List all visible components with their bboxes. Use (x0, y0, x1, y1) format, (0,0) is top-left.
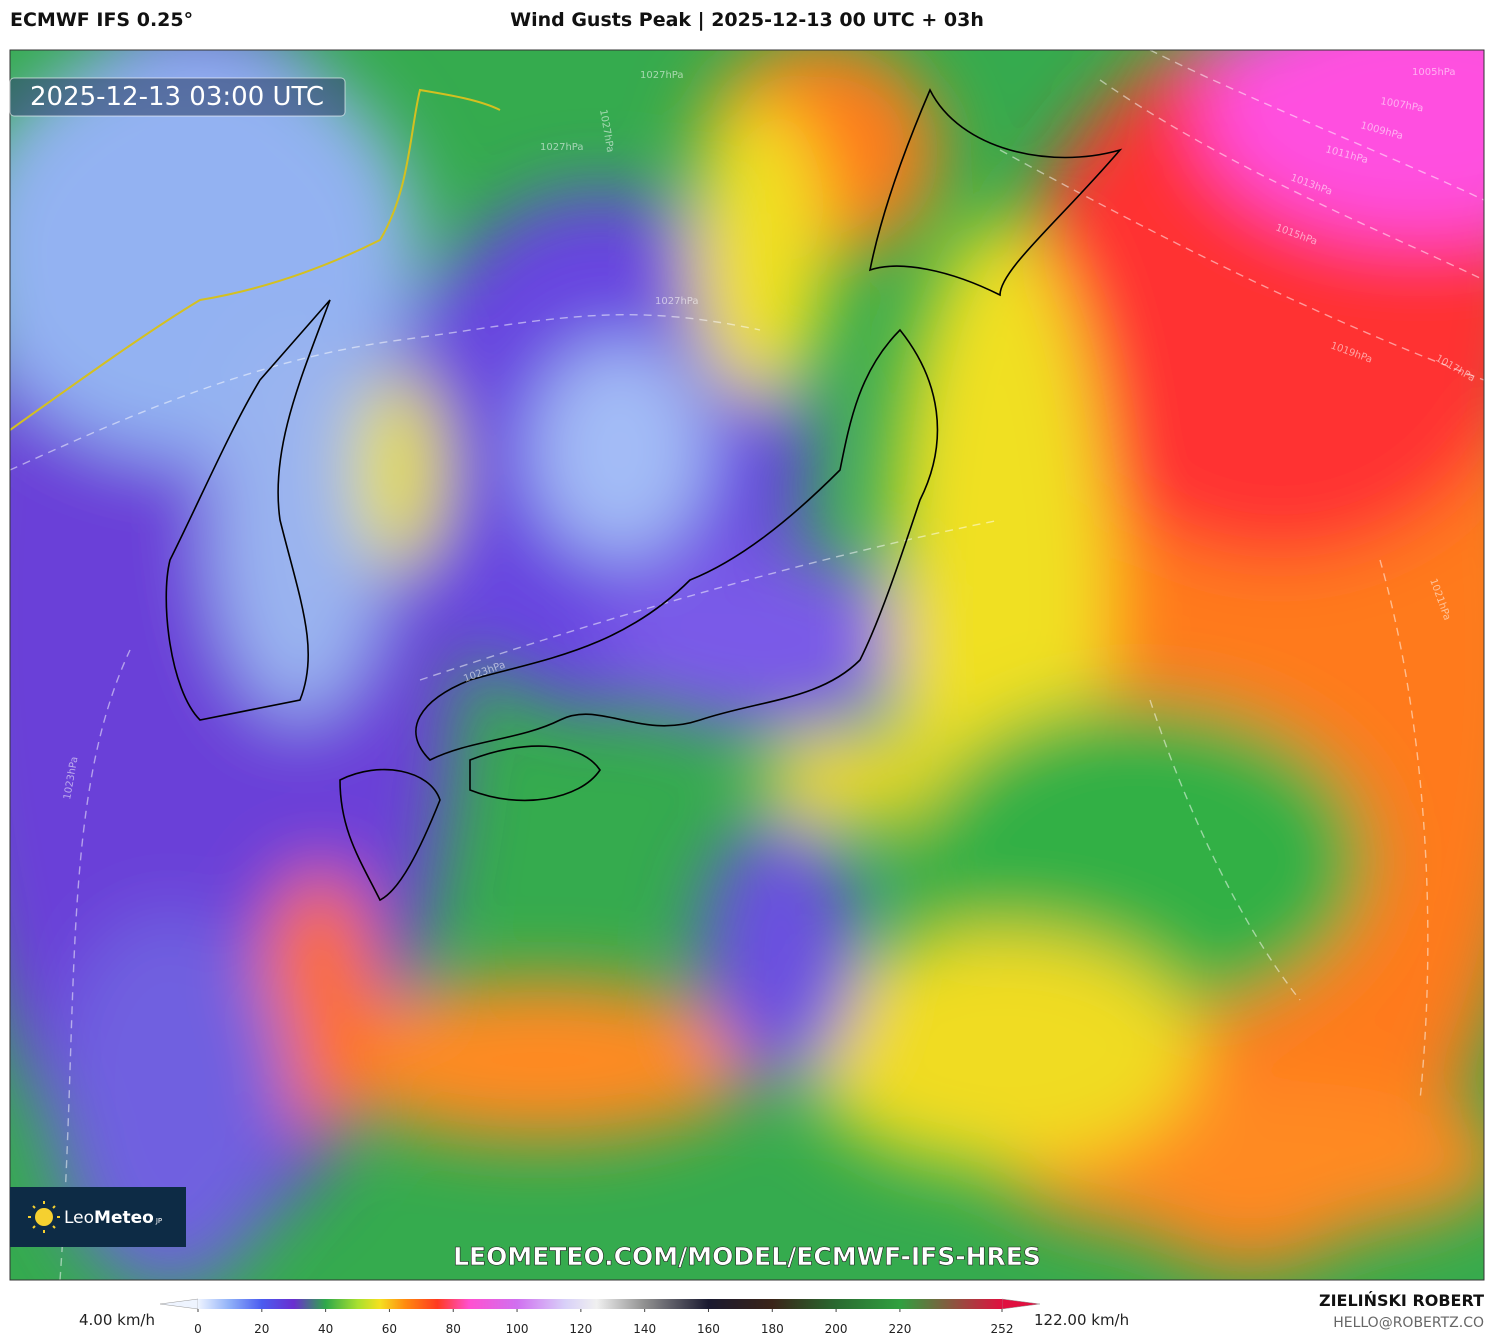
colorbar-tick-label: 80 (446, 1322, 461, 1336)
watermark: LEOMETEO.COM/MODEL/ECMWF-IFS-HRES (453, 1242, 1041, 1271)
isobar-label: 1027hPa (540, 142, 584, 153)
colorbar-tick-label: 140 (633, 1322, 656, 1336)
colorbar-tick-label: 20 (254, 1322, 269, 1336)
map-frame (9, 49, 1485, 1281)
colorbar-tick-label: 40 (318, 1322, 333, 1336)
logo-sun (35, 1208, 53, 1226)
colorbar-bar (198, 1299, 1002, 1309)
logo-bold: Meteo (94, 1208, 154, 1228)
colorbar-tick-label: 100 (506, 1322, 529, 1336)
logo-text: LeoMeteo JP (64, 1208, 162, 1228)
isobar-label: 1027hPa (655, 296, 699, 307)
colorbar-tick-label: 252 (991, 1322, 1014, 1336)
isobar-label: 1027hPa (640, 70, 684, 81)
colorbar-tick-label: 120 (569, 1322, 592, 1336)
model-name: ECMWF IFS 0.25° (10, 9, 193, 31)
timestamp: 2025-12-13 03:00 UTC (30, 82, 324, 112)
colorbar-tick-label: 180 (761, 1322, 784, 1336)
colorbar-tick-label: 220 (888, 1322, 911, 1336)
logo-suffix: JP (155, 1217, 162, 1225)
logo-rays (28, 1201, 60, 1233)
logo-light: Leo (64, 1208, 94, 1228)
timestamp-box (9, 77, 346, 117)
map-title: Wind Gusts Peak | 2025-12-13 00 UTC + 03… (510, 9, 984, 31)
colorbar-tick-label: 0 (194, 1322, 202, 1336)
credit-author: ZIELIŃSKI ROBERT (1319, 1291, 1484, 1310)
colorbar-tick-label: 200 (825, 1322, 848, 1336)
border (10, 88, 501, 431)
colorbar-tick-label: 60 (382, 1322, 397, 1336)
colorbar-min-label: 4.00 km/h (79, 1311, 155, 1329)
wind-field (10, 50, 1484, 1280)
colorbar-max-label: 122.00 km/h (1034, 1311, 1129, 1329)
colorbar-arrow-right (1001, 1298, 1041, 1310)
coastlines (165, 88, 1123, 902)
credit-email: HELLO@ROBERTZ.CO (1333, 1315, 1484, 1331)
isobars (10, 50, 1484, 1280)
isobar-label: 1005hPa (1412, 67, 1456, 78)
colorbar-tick-label: 160 (697, 1322, 720, 1336)
colorbar: 0 20 40 60 80 100 120 140 160 180 200 220 252 (159, 1298, 1041, 1336)
colorbar-arrow-left (159, 1298, 199, 1310)
